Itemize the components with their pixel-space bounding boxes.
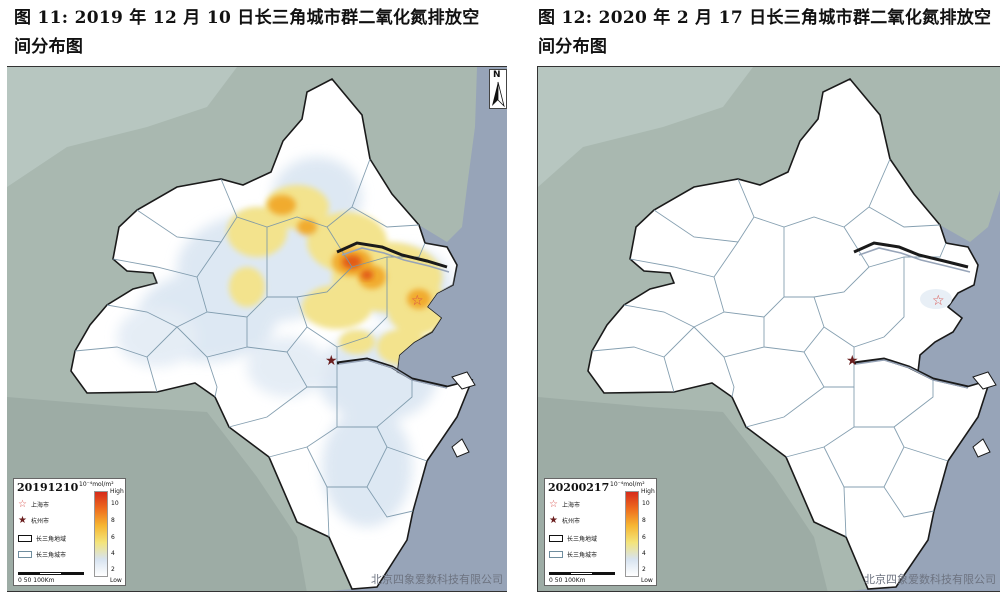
watermark: 北京四象爱数科技有限公司 (864, 573, 996, 586)
legend-label: 上海市 (30, 502, 49, 509)
legend-label: 长三角城市 (567, 552, 598, 559)
region-outline-icon (549, 535, 563, 542)
north-label: N (493, 70, 501, 80)
legend-item-hangzhou: ★ 杭州市 (549, 515, 580, 526)
north-arrow: N (489, 69, 507, 109)
no2-map-20191210: ☆ ★ N 20191210 10⁻⁴mol/m² High 10 8 6 4 … (7, 66, 507, 592)
legend-high: High (641, 488, 655, 495)
legend-item-cities: 长三角城市 (549, 550, 597, 559)
yangtze-delta-region (587, 78, 992, 590)
tick-label: 10 (111, 500, 119, 507)
hangzhou-star: ★ (325, 353, 338, 369)
region-outline-icon (18, 535, 32, 542)
yangtze-river (853, 241, 969, 269)
scale-bar (18, 572, 84, 575)
low-no2-patch (920, 289, 952, 309)
color-scale-bar (625, 491, 639, 577)
tick-label: 8 (642, 517, 646, 524)
yangtze-river (336, 241, 448, 269)
scale-bar (549, 572, 615, 575)
scale-bar-label: 0 50 100Km (549, 577, 586, 584)
tick-label: 6 (111, 534, 115, 541)
figure-11-caption: 图 11: 2019 年 12 月 10 日长三角城市群二氧化氮排放空间分布图 (14, 8, 480, 57)
star-outline-icon: ☆ (549, 499, 558, 510)
tick-label: 4 (111, 550, 115, 557)
star-icon: ★ (549, 515, 558, 526)
legend-item-hangzhou: ★ 杭州市 (18, 515, 49, 526)
city-outline-icon (18, 551, 32, 558)
legend-label: 长三角城市 (36, 552, 67, 559)
tick-label: 4 (642, 550, 646, 557)
city-outline-icon (549, 551, 563, 558)
city-boundaries (591, 158, 949, 538)
scale-bar-label: 0 50 100Km (18, 577, 55, 584)
legend-label: 杭州市 (30, 518, 49, 525)
map-graphic: ☆ ★ (7, 67, 477, 591)
legend-item-region: 长三角地域 (549, 534, 597, 543)
tick-label: 6 (642, 534, 646, 541)
legend-label: 长三角地域 (36, 536, 67, 543)
legend-unit: 10⁻⁴mol/m² (79, 481, 114, 488)
shanghai-star: ☆ (932, 293, 945, 309)
legend-low: Low (641, 577, 653, 584)
legend-date: 20191210 (17, 481, 79, 494)
hangzhou-star: ★ (846, 353, 859, 369)
tick-label: 8 (111, 517, 115, 524)
tick-label: 10 (642, 500, 650, 507)
legend-item-region: 长三角地域 (18, 534, 66, 543)
map-legend: 20200217 10⁻⁴mol/m² High 10 8 6 4 2 Low … (544, 478, 657, 586)
legend-date: 20200217 (548, 481, 610, 494)
legend-unit: 10⁻⁴mol/m² (610, 481, 645, 488)
legend-label: 杭州市 (561, 518, 580, 525)
figure-12-caption: 图 12: 2020 年 2 月 17 日长三角城市群二氧化氮排放空间分布图 (538, 8, 992, 57)
legend-label: 上海市 (561, 502, 580, 509)
legend-high: High (110, 488, 124, 495)
legend-item-shanghai: ☆ 上海市 (549, 499, 580, 510)
legend-item-cities: 长三角城市 (18, 550, 66, 559)
legend-low: Low (110, 577, 122, 584)
legend-label: 长三角地域 (567, 536, 598, 543)
north-arrow-icon (492, 81, 505, 108)
shanghai-star: ☆ (411, 293, 424, 309)
color-scale-bar (94, 491, 108, 577)
city-boundaries (74, 158, 428, 538)
star-icon: ★ (18, 515, 27, 526)
map-legend: 20191210 10⁻⁴mol/m² High 10 8 6 4 2 Low … (13, 478, 126, 586)
no2-map-20200217: ☆ ★ 20200217 10⁻⁴mol/m² High 10 8 6 4 2 … (537, 66, 1000, 592)
star-outline-icon: ☆ (18, 499, 27, 510)
tick-label: 2 (111, 566, 115, 573)
legend-item-shanghai: ☆ 上海市 (18, 499, 49, 510)
watermark: 北京四象爱数科技有限公司 (371, 573, 503, 586)
tick-label: 2 (642, 566, 646, 573)
